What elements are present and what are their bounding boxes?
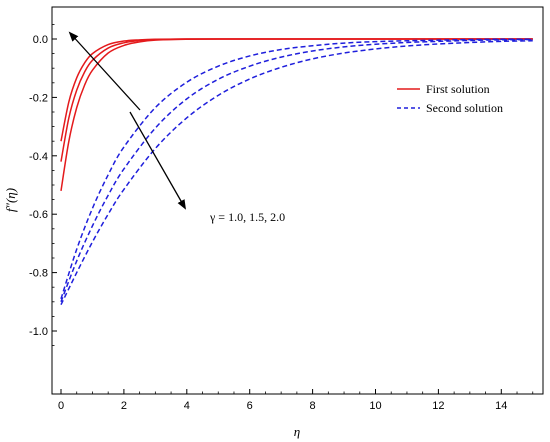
x-tick-label: 0 <box>58 400 64 412</box>
x-tick-label: 8 <box>310 400 316 412</box>
y-tick-label: -1.0 <box>29 326 48 338</box>
first-solution-line-3 <box>60 38 533 191</box>
arrow-first-solution <box>68 31 141 111</box>
y-tick-label: 0.0 <box>33 34 48 46</box>
x-tick-label: 4 <box>184 400 190 412</box>
legend-label-first: First solution <box>426 82 490 96</box>
x-tick-label: 10 <box>369 400 381 412</box>
y-tick-label: -0.2 <box>29 92 48 104</box>
series-layer <box>60 38 533 306</box>
x-axis-title: η <box>294 424 300 439</box>
x-tick-label: 6 <box>247 400 253 412</box>
legend: First solution Second solution <box>397 82 503 115</box>
y-tick-label: -0.4 <box>29 151 48 163</box>
arrow-second-solution <box>129 111 186 210</box>
second-solution-line-1 <box>60 38 533 300</box>
x-tick-label: 2 <box>121 400 127 412</box>
x-tick-label: 14 <box>495 400 507 412</box>
plot-frame <box>51 6 544 395</box>
legend-label-second: Second solution <box>426 101 503 115</box>
x-tick-label: 12 <box>432 400 444 412</box>
gamma-annotation: γ = 1.0, 1.5, 2.0 <box>209 210 285 224</box>
y-axis-title: f″(η) <box>3 188 18 212</box>
second-solution-line-3 <box>60 40 533 306</box>
axis-ticks: 0 2 4 6 8 10 12 14 0.0 -0.2 -0.4 -0.6 -0.8 -1.0 <box>29 23 534 412</box>
y-tick-label: -0.6 <box>29 209 48 221</box>
second-solution-line-2 <box>60 38 533 303</box>
y-tick-label: -0.8 <box>29 268 48 280</box>
